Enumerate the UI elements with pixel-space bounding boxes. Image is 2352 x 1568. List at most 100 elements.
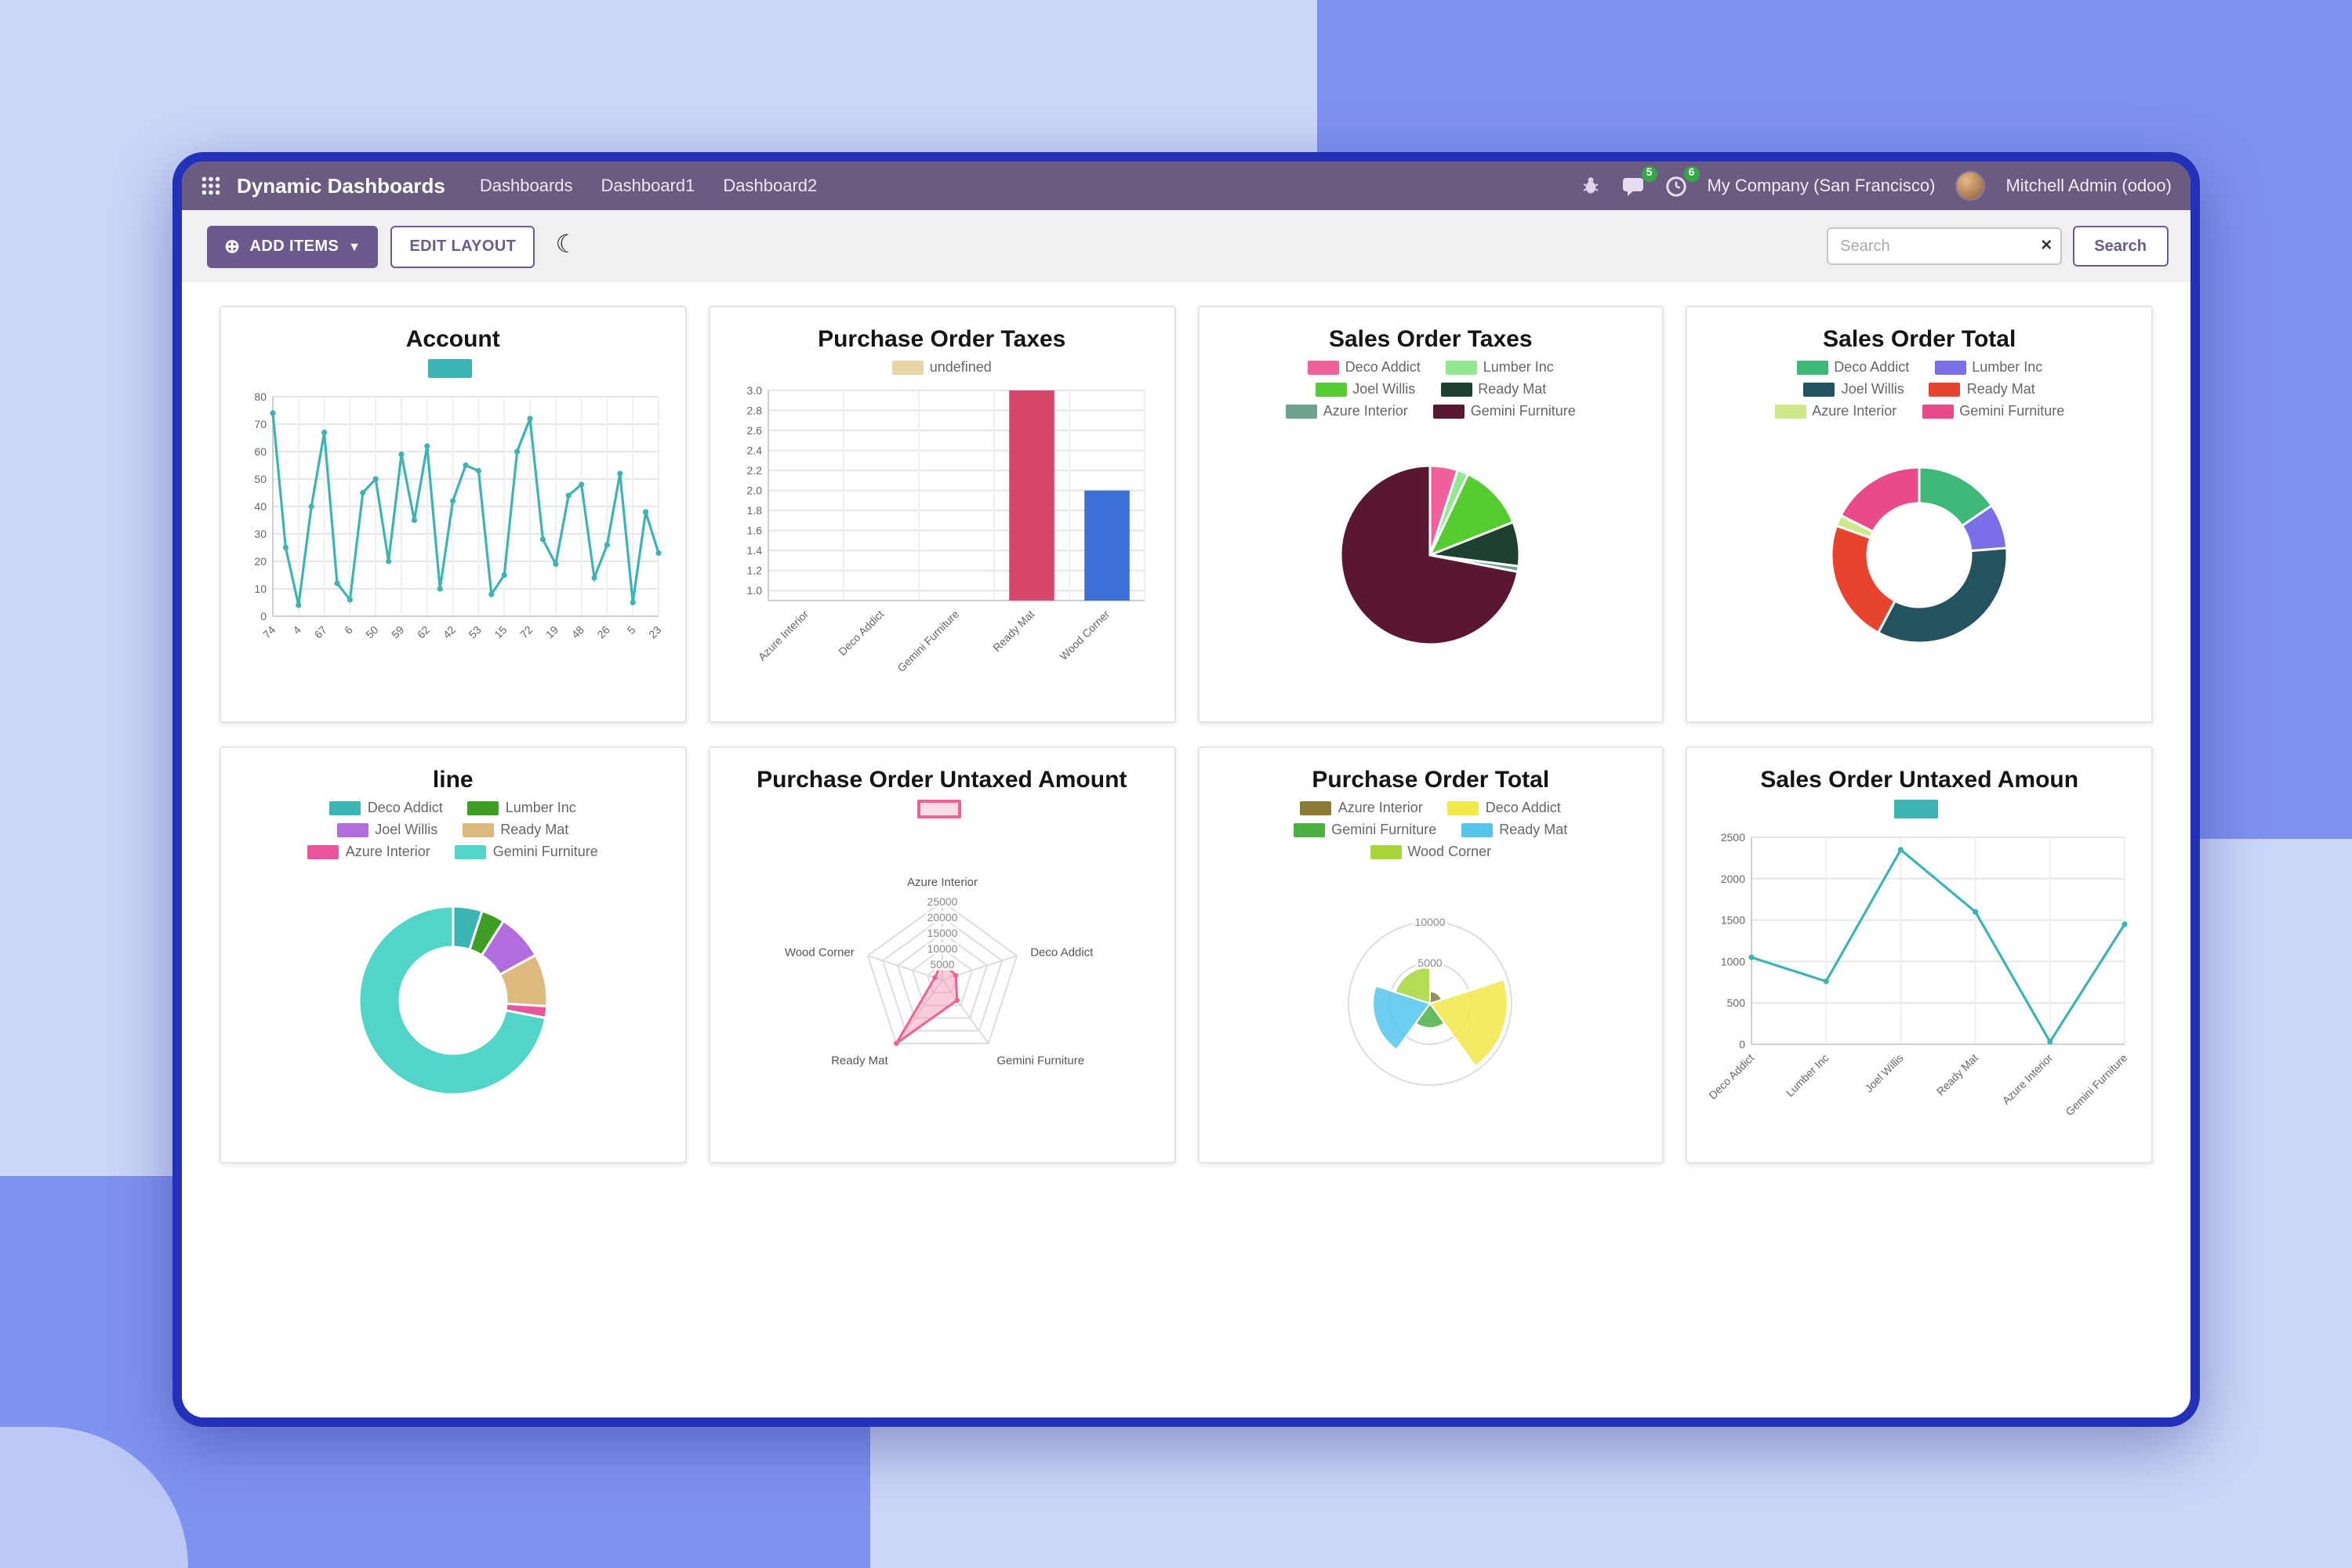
card-title: Sales Order Untaxed Amoun (1760, 767, 2079, 793)
legend-item[interactable]: Ready Mat (1440, 381, 1546, 397)
user-avatar[interactable] (1955, 171, 1986, 201)
search-group: × Search (1826, 226, 2169, 267)
legend-label: Joel Willis (1841, 381, 1904, 397)
legend-label: Deco Addict (1485, 800, 1561, 815)
legend-item[interactable]: Ready Mat (463, 822, 568, 837)
svg-text:2.6: 2.6 (746, 424, 762, 437)
legend-swatch (1796, 360, 1828, 374)
legend-label: Deco Addict (1834, 359, 1910, 375)
legend-item[interactable]: Joel Willis (1803, 381, 1904, 397)
legend-item[interactable] (1894, 800, 1944, 818)
legend-item[interactable]: Gemini Furniture (1294, 822, 1436, 837)
chart-canvas[interactable]: 0 10 20 30 40 50 60 70 80 74 4 67 6 50 59 62 42 53 15 72 19 4… (232, 381, 674, 679)
legend-label: Ready Mat (500, 822, 569, 837)
legend-item[interactable] (427, 359, 478, 378)
svg-text:2500: 2500 (1721, 831, 1745, 844)
legend-swatch (1294, 822, 1326, 837)
legend-item[interactable]: Gemini Furniture (1922, 403, 2064, 419)
legend-item[interactable]: Lumber Inc (467, 800, 576, 815)
legend-label: Deco Addict (367, 800, 443, 815)
legend-swatch (1315, 382, 1347, 396)
activities-clock-icon[interactable]: 6 (1664, 165, 1700, 197)
svg-text:1500: 1500 (1721, 914, 1745, 927)
legend-swatch (1432, 404, 1465, 418)
clear-search-icon[interactable]: × (2041, 234, 2053, 256)
legend-item[interactable]: undefined (891, 359, 992, 375)
legend-swatch (1445, 360, 1477, 374)
chart-legend: Deco Addict Lumber Inc Joel Willis Ready Ma… (274, 800, 632, 859)
chart-canvas[interactable]: Azure Interior Deco Addict Gemini Furnitur… (720, 822, 1163, 1120)
nav-item-dashboard1[interactable]: Dashboard1 (601, 176, 695, 195)
svg-text:1.0: 1.0 (746, 584, 762, 597)
edit-layout-button[interactable]: EDIT LAYOUT (390, 225, 535, 267)
legend-label: Lumber Inc (1483, 359, 1554, 375)
svg-text:6: 6 (342, 623, 355, 637)
svg-text:1.2: 1.2 (746, 564, 762, 577)
apps-grid-icon[interactable] (201, 176, 221, 196)
svg-text:53: 53 (466, 623, 483, 641)
legend-item[interactable]: Ready Mat (1461, 822, 1567, 837)
legend-item[interactable]: Azure Interior (1300, 800, 1423, 815)
add-items-button[interactable]: ⊕ ADD ITEMS ▼ (207, 225, 379, 267)
company-switcher[interactable]: My Company (San Francisco) (1707, 176, 1936, 195)
dark-mode-moon-icon[interactable]: ☾ (555, 232, 578, 259)
chart-legend: Deco Addict Lumber Inc Joel Willis Ready Ma… (1252, 359, 1610, 419)
chart-canvas[interactable]: 5000 10000 (1210, 862, 1652, 1126)
chart-canvas[interactable] (1210, 422, 1652, 682)
legend-item[interactable]: Joel Willis (337, 822, 437, 837)
svg-text:Deco Addict: Deco Addict (1029, 946, 1093, 960)
chart-canvas[interactable] (1698, 422, 2140, 682)
svg-text:Gemini Furniture: Gemini Furniture (895, 608, 961, 673)
legend-item[interactable]: Azure Interior (1285, 403, 1408, 419)
top-navbar: Dynamic Dashboards Dashboards Dashboard1… (182, 162, 2190, 210)
nav-item-dashboard2[interactable]: Dashboard2 (723, 176, 818, 195)
svg-text:10000: 10000 (927, 942, 957, 955)
legend-item[interactable]: Deco Addict (1447, 800, 1561, 815)
svg-text:Azure Interior: Azure Interior (906, 876, 977, 889)
legend-item[interactable]: Joel Willis (1315, 381, 1415, 397)
legend-item[interactable] (916, 800, 967, 818)
svg-text:74: 74 (260, 623, 278, 641)
legend-swatch (1922, 404, 1954, 418)
nav-item-dashboards[interactable]: Dashboards (479, 176, 573, 195)
search-button[interactable]: Search (2072, 226, 2169, 267)
messages-icon[interactable]: 5 (1621, 165, 1657, 197)
svg-text:20: 20 (254, 555, 267, 568)
svg-text:5: 5 (624, 623, 637, 637)
legend-item[interactable]: Gemini Furniture (455, 844, 598, 859)
legend-label: Wood Corner (1407, 844, 1492, 859)
legend-swatch (463, 822, 495, 837)
chart-canvas[interactable] (232, 862, 674, 1132)
chart-canvas[interactable]: 0 500 1000 1500 2000 2500 Deco Addict Lumber In… (1698, 822, 2140, 1116)
chart-canvas[interactable]: 1.0 1.2 1.4 1.6 1.8 2.0 2.2 2.4 2.6 2.8 3.0 Azure I… (720, 378, 1163, 673)
svg-text:42: 42 (440, 623, 457, 641)
svg-text:Deco Addict: Deco Addict (835, 608, 885, 658)
card-sales-order-untaxed-amoun: Sales Order Untaxed Amoun 0 500 1000 1500 200… (1686, 746, 2153, 1163)
legend-item[interactable]: Lumber Inc (1934, 359, 2042, 375)
legend-swatch (1929, 382, 1961, 396)
legend-item[interactable]: Deco Addict (1307, 359, 1421, 375)
card-title: Account (405, 326, 500, 353)
legend-item[interactable]: Azure Interior (1774, 403, 1896, 419)
svg-text:500: 500 (1727, 996, 1746, 1009)
legend-label: Joel Willis (1352, 381, 1416, 397)
svg-text:80: 80 (254, 390, 267, 403)
legend-item[interactable]: Azure Interior (307, 844, 430, 859)
legend-swatch (1440, 382, 1472, 396)
legend-item[interactable]: Wood Corner (1370, 844, 1491, 859)
svg-text:1.4: 1.4 (746, 544, 762, 557)
legend-swatch (1285, 404, 1317, 418)
legend-item[interactable]: Lumber Inc (1445, 359, 1554, 375)
svg-text:60: 60 (254, 445, 267, 458)
legend-item[interactable]: Ready Mat (1929, 381, 2035, 397)
card-purchase-order-untaxed-amount: Purchase Order Untaxed Amount Azure Inter… (708, 746, 1175, 1163)
legend-item[interactable]: Deco Addict (1796, 359, 1909, 375)
search-input[interactable] (1826, 227, 2062, 265)
user-menu[interactable]: Mitchell Admin (odoo) (2005, 176, 2172, 195)
app-title[interactable]: Dynamic Dashboards (237, 174, 445, 198)
legend-label: Gemini Furniture (1331, 822, 1437, 837)
legend-item[interactable]: Gemini Furniture (1432, 403, 1576, 419)
debug-bug-icon[interactable] (1580, 176, 1600, 196)
legend-item[interactable]: Deco Addict (329, 800, 443, 815)
